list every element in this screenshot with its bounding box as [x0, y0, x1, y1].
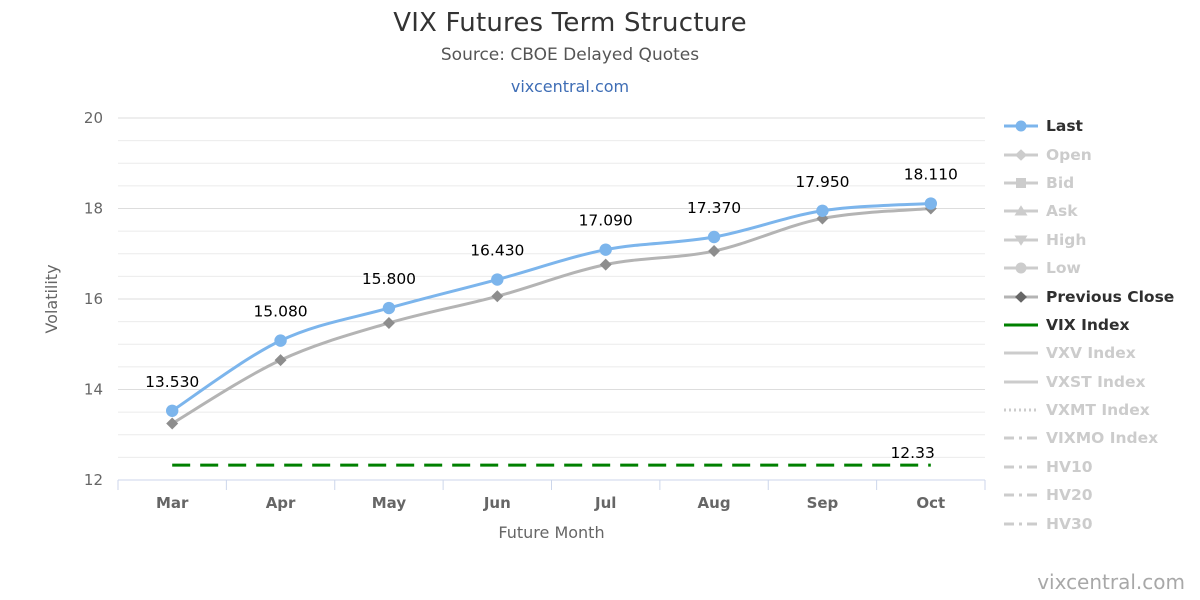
legend-marker-triangle-down-icon: [1004, 235, 1038, 246]
data-label-last-aug: 17.370: [687, 199, 741, 217]
y-tick-label: 18: [84, 200, 103, 218]
legend-label: Ask: [1046, 202, 1078, 221]
x-tick-label-may: May: [372, 494, 407, 512]
data-point-last-aug[interactable]: [707, 230, 721, 244]
data-label-last-sep: 17.950: [795, 173, 849, 191]
legend-item-low[interactable]: Low: [1002, 254, 1200, 282]
legend-label: Low: [1046, 259, 1081, 278]
x-tick-label-apr: Apr: [266, 494, 296, 512]
legend-marker-triangle-up-icon: [1004, 205, 1038, 216]
legend-item-vxv-index[interactable]: VXV Index: [1002, 339, 1200, 367]
legend-marker-diamond-icon: [1004, 148, 1038, 161]
legend-marker-circle-icon: [1004, 120, 1038, 132]
legend-marker-line-icon: [1004, 351, 1038, 355]
legend-item-vix-index[interactable]: VIX Index: [1002, 311, 1200, 339]
legend-marker-square-icon: [1004, 177, 1038, 188]
legend-marker-line-dashdot-icon: [1004, 493, 1038, 497]
x-tick-label-jul: Jul: [594, 494, 616, 512]
legend-label: HV30: [1046, 514, 1093, 533]
data-point-last-apr[interactable]: [274, 334, 287, 347]
data-point-previous-close-aug[interactable]: [708, 245, 721, 258]
legend-label: HV10: [1046, 457, 1093, 476]
chart-subtitle: Source: CBOE Delayed Quotes: [440, 45, 700, 65]
legend-label: VIXMO Index: [1046, 429, 1159, 448]
legend-label: VXMT Index: [1046, 401, 1150, 420]
data-point-previous-close-mar[interactable]: [166, 417, 179, 430]
y-tick-label: 20: [84, 109, 103, 127]
legend-item-ask[interactable]: Ask: [1002, 197, 1200, 225]
data-point-previous-close-jun[interactable]: [491, 290, 504, 303]
y-tick-label: 12: [84, 471, 103, 489]
data-point-last-jul[interactable]: [599, 243, 612, 256]
legend-item-bid[interactable]: Bid: [1002, 169, 1200, 197]
data-label-last-apr: 15.080: [253, 303, 307, 321]
legend-label: Last: [1046, 117, 1083, 136]
legend-item-hv30[interactable]: HV30: [1002, 509, 1200, 537]
legend-item-high[interactable]: High: [1002, 226, 1200, 254]
data-point-last-sep[interactable]: [816, 204, 829, 217]
legend-item-vxst-index[interactable]: VXST Index: [1002, 368, 1200, 396]
data-point-previous-close-apr[interactable]: [274, 354, 287, 367]
legend-label: Previous Close: [1046, 287, 1175, 306]
chart-title: VIX Futures Term Structure: [393, 8, 747, 38]
x-tick-label-aug: Aug: [698, 494, 731, 512]
legend-marker-circle-icon: [1004, 262, 1038, 274]
x-tick-label-mar: Mar: [156, 494, 189, 512]
legend-marker-line-icon: [1004, 323, 1038, 327]
data-point-last-jun[interactable]: [491, 273, 504, 286]
legend-marker-line-icon: [1004, 380, 1038, 384]
legend-marker-line-dashdot-icon: [1004, 522, 1038, 526]
x-tick-label-sep: Sep: [807, 494, 839, 512]
legend-marker-line-dashdot-icon: [1004, 436, 1038, 440]
data-label-last-oct: 18.110: [904, 166, 958, 184]
y-tick-label: 16: [84, 290, 103, 308]
vixcentral-link[interactable]: vixcentral.com: [510, 77, 630, 96]
watermark: vixcentral.com: [1037, 570, 1185, 594]
legend-label: Open: [1046, 145, 1092, 164]
data-label-last-mar: 13.530: [145, 373, 199, 391]
data-label-last-jul: 17.090: [579, 212, 633, 230]
legend-label: VXST Index: [1046, 372, 1146, 391]
data-point-previous-close-jul[interactable]: [599, 258, 612, 271]
legend-item-vxmt-index[interactable]: VXMT Index: [1002, 396, 1200, 424]
legend-label: HV20: [1046, 486, 1093, 505]
legend-marker-line-dotted-icon: [1004, 408, 1038, 412]
legend-item-previous-close[interactable]: Previous Close: [1002, 282, 1200, 310]
y-tick-label: 14: [84, 381, 103, 399]
legend-marker-diamond-icon: [1004, 290, 1038, 303]
data-point-last-oct[interactable]: [924, 197, 938, 210]
x-axis-title: Future Month: [498, 523, 604, 542]
data-point-last-may[interactable]: [382, 301, 396, 315]
legend-marker-line-dashdot-icon: [1004, 465, 1038, 469]
legend-label: High: [1046, 230, 1087, 249]
chart-legend: Last Open Bid Ask High Low Previous Close VIX I…: [1002, 112, 1200, 538]
legend-label: VXV Index: [1046, 344, 1136, 363]
legend-item-last[interactable]: Last: [1002, 112, 1200, 140]
legend-item-hv20[interactable]: HV20: [1002, 481, 1200, 509]
legend-item-vixmo-index[interactable]: VIXMO Index: [1002, 424, 1200, 452]
legend-label: VIX Index: [1046, 315, 1130, 334]
y-axis-title: Volatility: [42, 264, 61, 333]
legend-item-open[interactable]: Open: [1002, 140, 1200, 168]
vix-index-value-label: 12.33: [890, 444, 934, 462]
legend-item-hv10[interactable]: HV10: [1002, 453, 1200, 481]
data-label-last-jun: 16.430: [470, 242, 524, 260]
data-point-previous-close-may[interactable]: [382, 316, 395, 329]
data-label-last-may: 15.800: [362, 270, 416, 288]
x-tick-label-jun: Jun: [483, 494, 511, 512]
legend-label: Bid: [1046, 173, 1075, 192]
data-point-last-mar[interactable]: [165, 404, 179, 417]
x-tick-label-oct: Oct: [916, 494, 945, 512]
chart-header: VIX Futures Term Structure Source: CBOE …: [0, 8, 1140, 96]
